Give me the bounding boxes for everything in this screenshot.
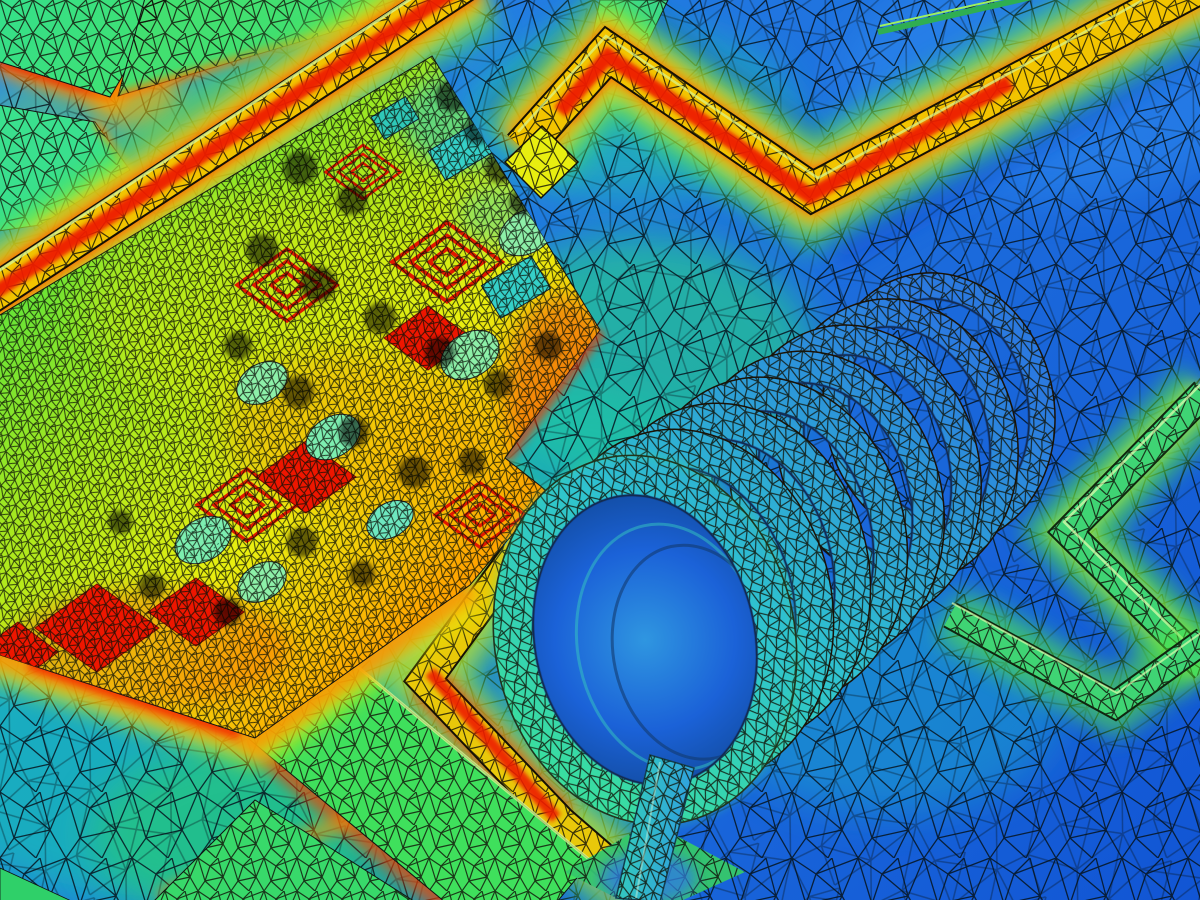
mesh-cluster <box>459 449 485 475</box>
mesh-cluster <box>534 332 562 360</box>
mesh-cluster <box>364 302 396 334</box>
mesh-cluster <box>214 598 242 626</box>
mesh-cluster <box>246 234 278 266</box>
trace-hot-core <box>425 668 561 822</box>
trace-top-rim <box>0 0 412 272</box>
trace-top-rim <box>517 0 1146 180</box>
corner-wedge <box>0 867 71 900</box>
mesh-cluster <box>425 337 455 367</box>
circuit-board <box>0 55 606 767</box>
board-tab-mesh <box>505 126 578 198</box>
coil-lead-mesh <box>616 755 694 900</box>
chevron-band-mesh <box>1049 382 1200 678</box>
mesh-cluster <box>484 370 512 398</box>
trace-hot-core <box>0 0 453 298</box>
chevron-band-mesh <box>944 604 1200 720</box>
mesh-cluster <box>139 573 165 599</box>
coil-lead <box>615 754 695 900</box>
pcb-trace-chevron <box>481 0 1200 257</box>
mesh-cluster <box>224 332 252 360</box>
trace-hot-core <box>554 45 1014 205</box>
corner-plate-mesh <box>0 0 168 97</box>
mesh-cluster <box>398 456 430 488</box>
coil-lead-highlight <box>635 761 661 899</box>
top-right-trace-sliver-rim <box>879 0 1002 27</box>
mesh-cluster <box>108 510 132 534</box>
mesh-cluster <box>300 266 336 302</box>
mesh-cluster <box>339 417 369 447</box>
mesh-cluster <box>287 527 317 557</box>
helical-coil <box>490 272 1056 900</box>
mesh-cluster <box>282 376 314 408</box>
pcb-trace-right-chevrons <box>936 368 1200 739</box>
top-right-trace-sliver <box>877 0 1032 35</box>
mesh-cluster <box>337 185 367 215</box>
chevron-rim <box>1062 383 1200 657</box>
chevron-rim <box>951 602 1200 695</box>
bottom-plate-mesh <box>155 800 413 900</box>
mesh-cluster <box>283 151 317 185</box>
mesh-cluster <box>349 561 375 587</box>
pcb-trace-long <box>0 0 503 361</box>
